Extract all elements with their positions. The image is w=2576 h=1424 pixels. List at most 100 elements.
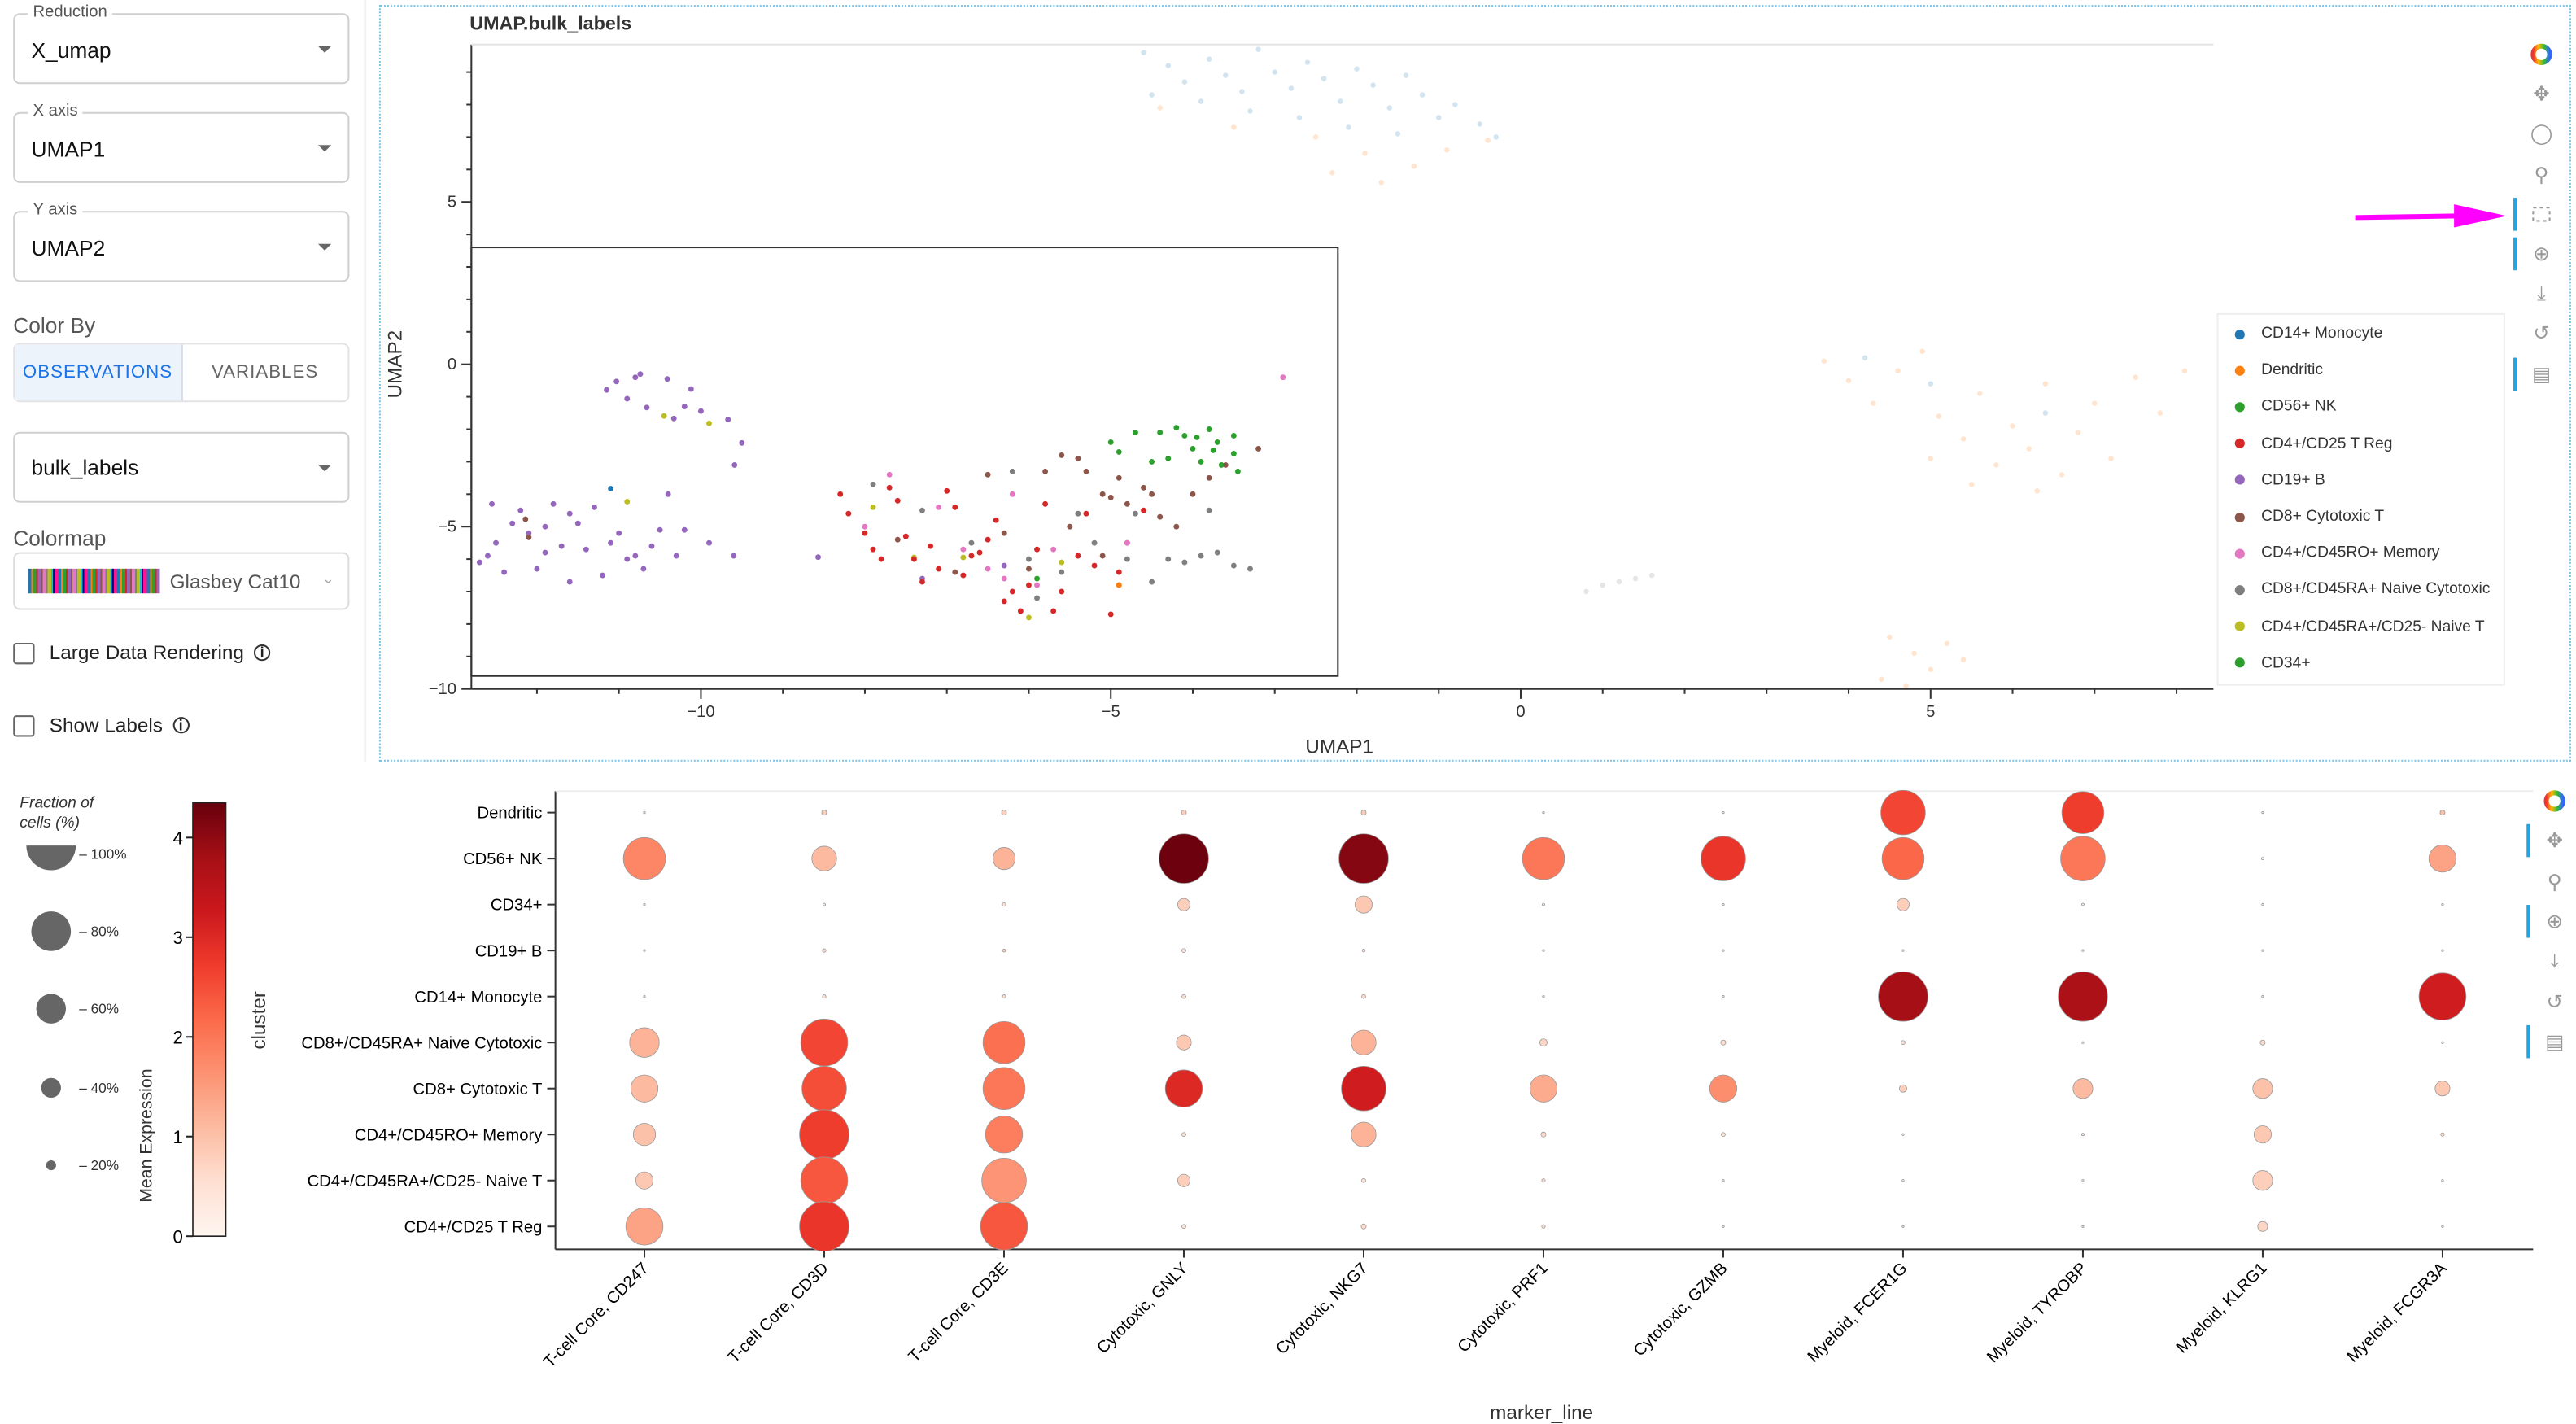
- data-point: [1214, 439, 1220, 445]
- unselected-point: [1338, 98, 1343, 104]
- checkbox-icon[interactable]: [13, 714, 35, 736]
- unselected-point: [1231, 124, 1237, 130]
- pan-icon[interactable]: ✥: [2533, 82, 2550, 107]
- pan-icon[interactable]: ✥: [2526, 824, 2573, 858]
- data-point: [1091, 562, 1098, 569]
- data-point: [1017, 608, 1024, 614]
- data-point: [815, 554, 821, 561]
- dot: [1709, 1074, 1738, 1103]
- unselected-point: [2092, 400, 2098, 406]
- dotplot[interactable]: Dendritic CD56+ NK CD34+ CD19+ B CD14+ Monoc…: [0, 775, 2576, 1421]
- wheel-zoom-icon[interactable]: ⊕: [2513, 237, 2560, 271]
- box-zoom-icon[interactable]: ⚲: [2547, 869, 2562, 893]
- x-tick-label: −5: [1102, 703, 1120, 721]
- data-point: [985, 471, 991, 478]
- legend-dot-icon: [2234, 621, 2245, 631]
- dot: [1522, 836, 1565, 880]
- unselected-point: [1149, 92, 1155, 98]
- legend-item[interactable]: CD56+ NK: [2234, 398, 2337, 416]
- data-point: [1214, 549, 1220, 556]
- dot: [2072, 1078, 2094, 1099]
- dot: [1542, 995, 1545, 998]
- save-icon[interactable]: ⤓: [2550, 949, 2560, 972]
- data-point: [1141, 484, 1146, 491]
- colorbar-tick-label: 3: [172, 928, 182, 948]
- dot: [1360, 810, 1367, 816]
- legend-item[interactable]: CD14+ Monocyte: [2234, 325, 2382, 343]
- reset-icon[interactable]: ↺: [2546, 989, 2563, 1013]
- data-point: [608, 486, 614, 491]
- data-point: [936, 566, 942, 572]
- data-point: [1190, 491, 1196, 497]
- tab-variables[interactable]: VARIABLES: [211, 362, 319, 382]
- box-select-icon[interactable]: [2513, 197, 2560, 231]
- box-zoom-icon[interactable]: ⚲: [2534, 162, 2549, 186]
- unselected-point: [1968, 482, 1975, 487]
- reduction-select[interactable]: Reduction X_umap: [13, 3, 350, 85]
- size-legend-circle: [26, 845, 76, 871]
- legend-dot-icon: [2234, 584, 2245, 596]
- data-point: [558, 543, 565, 549]
- colormap-select[interactable]: Glasbey Cat10 ⌄: [13, 552, 350, 610]
- data-point: [1198, 553, 1204, 559]
- dot: [1176, 1034, 1192, 1051]
- data-point: [1206, 507, 1212, 513]
- umap-scatter-plot[interactable]: −10 −5 0 5 5 0 −5 −10: [0, 0, 2576, 775]
- data-point: [870, 481, 876, 487]
- show-labels-checkbox[interactable]: Show Labels i: [13, 714, 190, 736]
- data-point: [526, 530, 532, 536]
- dot: [1354, 895, 1373, 914]
- checkbox-icon[interactable]: [13, 641, 35, 664]
- reset-icon[interactable]: ↺: [2533, 321, 2550, 346]
- dot: [629, 1027, 660, 1058]
- legend-item[interactable]: CD34+: [2234, 654, 2311, 672]
- data-point: [664, 376, 670, 382]
- data-point: [960, 572, 967, 579]
- data-point: [1157, 513, 1164, 520]
- legend-item[interactable]: CD4+/CD45RO+ Memory: [2234, 544, 2439, 562]
- size-legend-label: – 100%: [79, 845, 126, 862]
- data-point: [1141, 507, 1146, 513]
- dot: [630, 1074, 659, 1103]
- data-point: [1026, 556, 1032, 562]
- unselected-point: [1887, 634, 1893, 640]
- legend-dot-icon: [2234, 438, 2245, 449]
- unselected-point: [1403, 72, 1409, 78]
- data-point: [1230, 562, 1237, 569]
- unselected-point: [2108, 456, 2114, 461]
- dot: [2058, 971, 2108, 1022]
- info-icon[interactable]: i: [172, 717, 190, 734]
- unselected-point: [1321, 76, 1327, 81]
- save-icon[interactable]: ⤓: [2537, 281, 2546, 305]
- column-label: Myeloid, FCER1G: [1805, 1260, 1911, 1366]
- dot: [2061, 791, 2105, 834]
- legend-item[interactable]: Dendritic: [2234, 361, 2323, 379]
- data-point: [624, 499, 631, 505]
- tab-observations[interactable]: OBSERVATIONS: [15, 344, 182, 401]
- legend-item[interactable]: CD8+/CD45RA+ Naive Cytotoxic: [2234, 581, 2490, 599]
- legend-item[interactable]: CD4+/CD45RA+/CD25- Naive T: [2234, 618, 2485, 636]
- x-axis-select[interactable]: X axis UMAP1: [13, 102, 350, 183]
- lasso-select-icon[interactable]: ◯: [2530, 122, 2553, 146]
- data-point: [1026, 614, 1032, 621]
- color-field-select[interactable]: bulk_labels: [13, 431, 350, 503]
- wheel-zoom-icon[interactable]: ⊕: [2526, 904, 2573, 938]
- reduction-value: X_umap: [31, 37, 111, 63]
- dot: [622, 836, 666, 880]
- data-point: [1009, 491, 1015, 497]
- info-icon[interactable]: i: [254, 644, 271, 662]
- data-point: [1206, 426, 1212, 432]
- unselected-point: [1239, 89, 1245, 94]
- unselected-point: [1960, 436, 1967, 442]
- large-data-rendering-checkbox[interactable]: Large Data Rendering i: [13, 641, 271, 664]
- hover-icon[interactable]: ▤: [2513, 356, 2560, 391]
- legend-item[interactable]: CD19+ B: [2234, 471, 2325, 489]
- legend-item[interactable]: CD4+/CD25 T Reg: [2234, 435, 2392, 452]
- y-axis-select[interactable]: Y axis UMAP2: [13, 201, 350, 282]
- data-point: [1222, 461, 1229, 468]
- colorbar-tick-label: 0: [172, 1226, 182, 1247]
- legend-item[interactable]: CD8+ Cytotoxic T: [2234, 508, 2384, 526]
- hover-icon[interactable]: ▤: [2526, 1024, 2573, 1059]
- data-point: [1194, 435, 1200, 440]
- data-point: [936, 504, 942, 510]
